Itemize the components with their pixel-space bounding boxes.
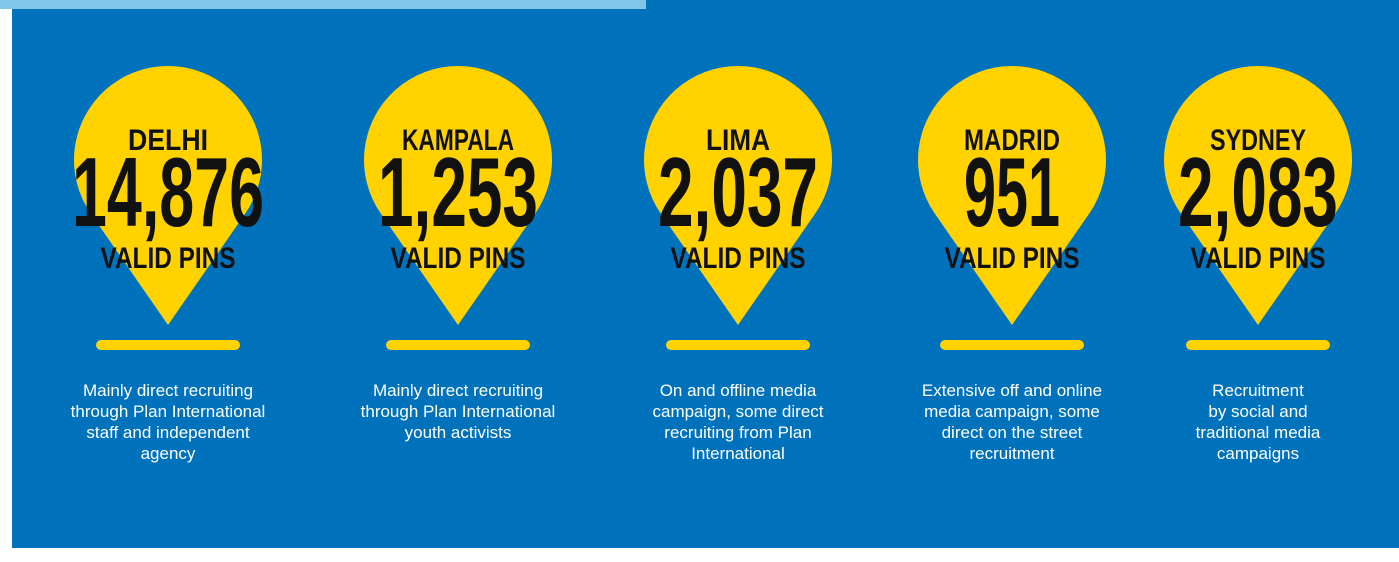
description-line: Extensive off and online <box>922 381 1102 400</box>
description-line: traditional media <box>1196 423 1321 442</box>
description-line: On and offline media <box>660 381 817 400</box>
pin-shape <box>1164 66 1352 325</box>
pin-underline <box>666 340 810 350</box>
pin-shape <box>73 65 262 326</box>
city-name: KAMPALA <box>402 124 514 157</box>
description-line: youth activists <box>405 423 512 442</box>
pin-label: VALID PINS <box>945 242 1080 275</box>
pin-count: 14,876 <box>72 137 264 247</box>
description-line: direct on the street <box>942 423 1083 442</box>
pin-label: VALID PINS <box>671 242 806 275</box>
pin-underline <box>386 340 530 350</box>
description-line: Mainly direct recruiting <box>373 381 543 400</box>
pin-count: 2,083 <box>1178 137 1338 247</box>
pin-underline <box>1186 340 1330 350</box>
pin-shape <box>644 65 833 325</box>
pin-shape <box>363 66 552 325</box>
pin-count: 951 <box>964 137 1060 247</box>
description-line: through Plan International <box>71 402 266 421</box>
pin-label: VALID PINS <box>1191 242 1326 275</box>
description-line: International <box>691 444 785 463</box>
top-strip <box>0 0 646 9</box>
description-line: campaign, some direct <box>652 402 823 421</box>
description-line: Recruitment <box>1212 381 1304 400</box>
description-line: through Plan International <box>361 402 556 421</box>
pin-underline <box>96 340 240 350</box>
description-line: Mainly direct recruiting <box>83 381 253 400</box>
description-line: media campaign, some <box>924 402 1100 421</box>
description-line: staff and independent <box>86 423 249 442</box>
description-line: recruitment <box>969 444 1054 463</box>
description-line: by social and <box>1208 402 1307 421</box>
city-name: DELHI <box>128 124 208 157</box>
description-line: campaigns <box>1217 444 1299 463</box>
description-line: recruiting from Plan <box>664 423 811 442</box>
pin-shape <box>917 66 1106 325</box>
description-line: agency <box>141 444 196 463</box>
city-name: LIMA <box>706 124 770 157</box>
pin-label: VALID PINS <box>101 242 236 275</box>
pin-underline <box>940 340 1084 350</box>
city-name: SYDNEY <box>1210 124 1306 157</box>
pin-count: 2,037 <box>658 137 818 247</box>
city-name: MADRID <box>964 124 1060 157</box>
pin-label: VALID PINS <box>391 242 526 275</box>
pin-count: 1,253 <box>378 137 538 247</box>
